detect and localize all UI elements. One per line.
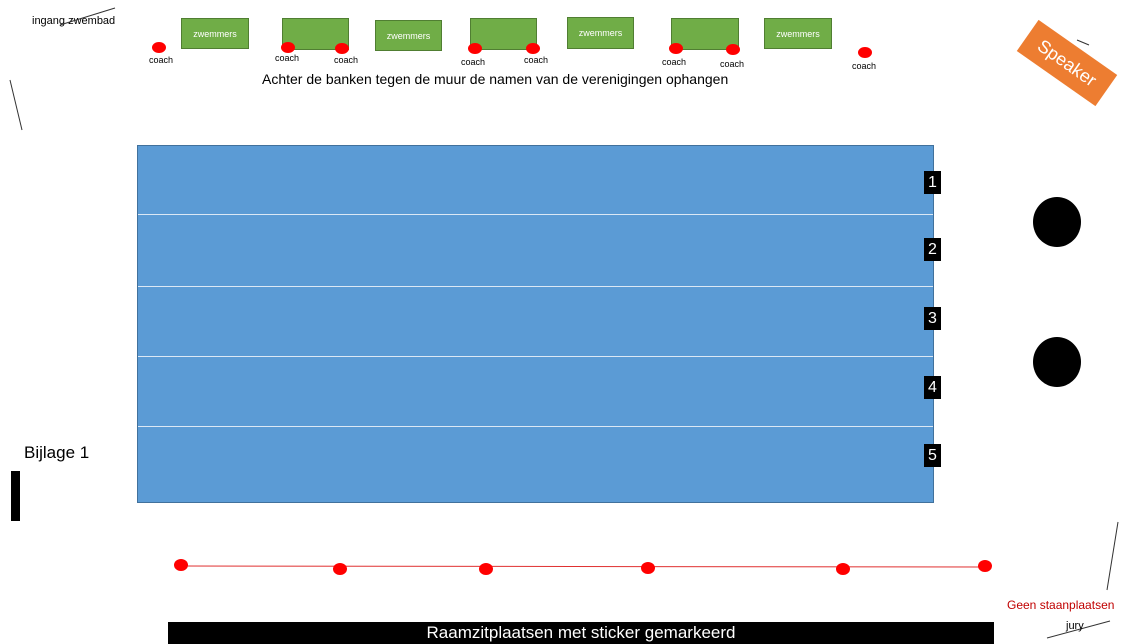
window-seating-label: Raamzitplaatsen met sticker gemarkeerd	[426, 623, 736, 642]
lane-divider	[138, 214, 933, 215]
lane-number-4: 4	[924, 376, 941, 399]
coach-label: coach	[662, 57, 687, 67]
lane-divider	[138, 286, 933, 287]
instruction-text: Achter de banken tegen de muur de namen …	[262, 71, 729, 87]
jury-label: jury	[1066, 620, 1084, 632]
lane-number-5: 5	[924, 444, 941, 467]
coach-label: coach	[275, 53, 300, 63]
rope-post	[174, 559, 188, 571]
swimmers-bench-4	[470, 18, 537, 50]
coach-marker	[335, 43, 349, 54]
coach-label: coach	[149, 55, 174, 65]
lane-number-1: 1	[924, 171, 941, 194]
jury-table-2	[1033, 337, 1081, 387]
coach-marker	[726, 44, 740, 55]
swimmers-bench-6	[671, 18, 739, 50]
rope-post	[333, 563, 347, 575]
lane-number-3: 3	[924, 307, 941, 330]
coach-marker	[281, 42, 295, 53]
swimmers-bench-1: zwemmers	[181, 18, 249, 49]
lane-divider	[138, 356, 933, 357]
coach-marker	[152, 42, 166, 53]
speaker-tick	[1076, 39, 1090, 46]
swimmers-bench-5: zwemmers	[567, 17, 634, 49]
coach-label: coach	[720, 59, 745, 69]
coach-marker	[858, 47, 872, 58]
attachment-label: Bijlage 1	[24, 443, 90, 462]
lane-divider	[138, 426, 933, 427]
rope-post	[641, 562, 655, 574]
swimming-pool: 1 2 3 4 5	[137, 145, 941, 503]
coach-marker	[669, 43, 683, 54]
coach-marker	[468, 43, 482, 54]
swimmers-bench-7: zwemmers	[764, 18, 832, 49]
rope-post	[978, 560, 992, 572]
coach-marker	[526, 43, 540, 54]
rope-post	[836, 563, 850, 575]
swimmers-bench-3: zwemmers	[375, 20, 442, 51]
entrance-door-line	[9, 7, 116, 131]
rope-post	[479, 563, 493, 575]
window-seating-bar: Raamzitplaatsen met sticker gemarkeerd	[168, 622, 994, 644]
coach-label: coach	[334, 55, 359, 65]
coach-label: coach	[524, 55, 549, 65]
left-wall-marker	[11, 471, 20, 521]
lane-number-2: 2	[924, 238, 941, 261]
no-standing-label: Geen staanplaatsen	[1007, 598, 1115, 612]
coach-label: coach	[461, 57, 486, 67]
coach-label: coach	[852, 61, 877, 71]
jury-table-1	[1033, 197, 1081, 247]
